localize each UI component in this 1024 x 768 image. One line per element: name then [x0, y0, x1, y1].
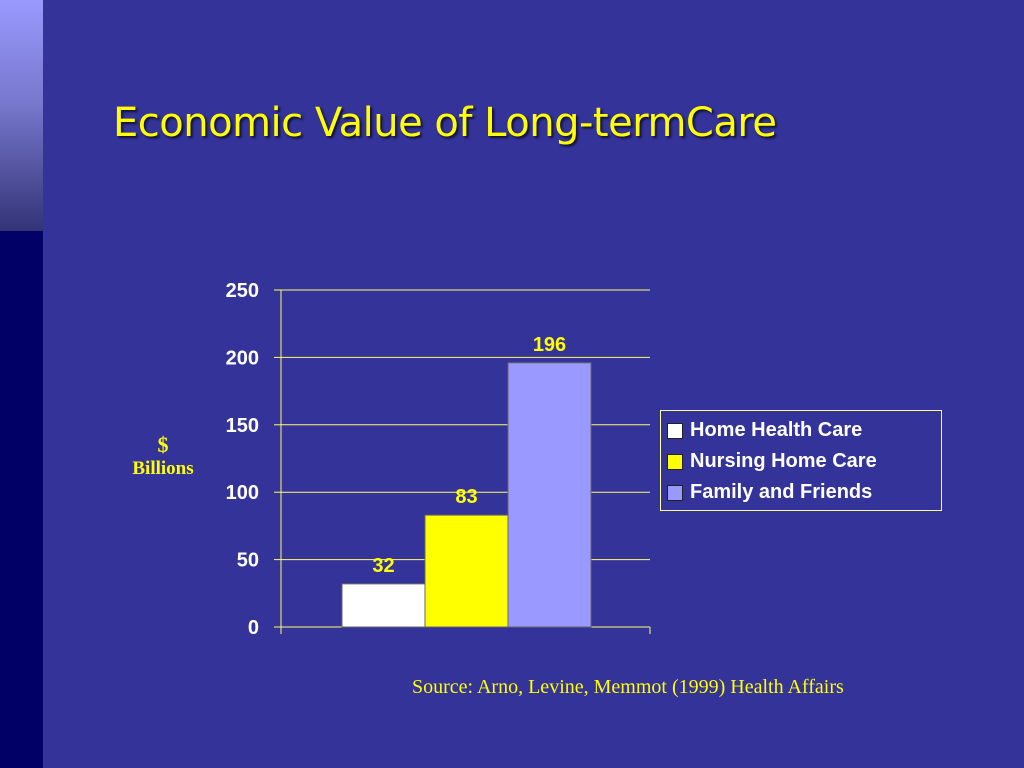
y-tick-label: 100 — [226, 482, 259, 504]
side-bar-gradient — [0, 0, 43, 231]
legend-item: Family and Friends — [667, 477, 937, 508]
data-label: 196 — [533, 334, 566, 356]
y-axis-title: Billions — [132, 458, 194, 479]
data-label: 32 — [372, 555, 394, 577]
legend-item: Nursing Home Care — [667, 446, 937, 477]
y-axis-unit: $ — [157, 432, 169, 457]
bar-family-and-friends — [507, 362, 592, 628]
y-tick-label: 50 — [237, 550, 259, 572]
y-tick-label: 200 — [226, 347, 259, 369]
legend-label: Family and Friends — [690, 481, 873, 503]
data-label: 83 — [455, 486, 477, 508]
legend-label: Home Health Care — [690, 419, 863, 441]
source-citation: Source: Arno, Levine, Memmot (1999) Heal… — [412, 676, 844, 698]
legend-swatch — [667, 422, 683, 439]
bar-nursing-home-care — [424, 514, 509, 628]
y-tick-label: 150 — [226, 415, 259, 437]
y-axis-label: $ Billions — [118, 432, 208, 480]
bar-home-health-care — [341, 583, 426, 628]
legend-swatch — [667, 453, 683, 470]
chart-legend: Home Health Care Nursing Home Care Family … — [660, 410, 942, 511]
y-tick-label: 250 — [226, 280, 259, 302]
slide-title: Economic Value of Long-termCare — [113, 100, 777, 146]
legend-item: Home Health Care — [667, 415, 937, 446]
y-tick-label: 0 — [248, 617, 259, 639]
legend-swatch — [667, 484, 683, 501]
legend-label: Nursing Home Care — [690, 450, 877, 472]
